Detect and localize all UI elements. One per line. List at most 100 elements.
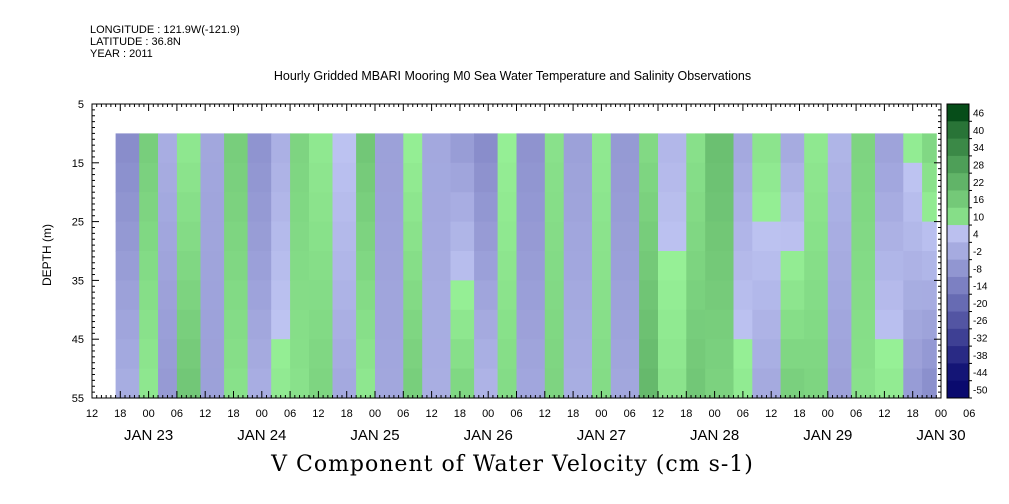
heatmap-cell [544,221,565,252]
heatmap-cell [450,133,475,164]
heatmap-cell [563,280,593,311]
heatmap-cell [733,251,753,281]
heatmap-cell [610,368,640,399]
heatmap-cell [733,309,753,340]
x-hour-label: 00 [822,408,834,420]
heatmap-cell [139,192,159,223]
heatmap-cell [450,280,475,311]
heatmap-cell [516,162,546,193]
heatmap-cell [200,251,225,281]
heatmap-cell [851,309,876,340]
heatmap-cell [544,368,565,399]
y-tick-label: 35 [72,275,84,287]
heatmap-cell [356,192,376,223]
x-hour-label: 18 [567,408,579,420]
x-axis-label: V Component of Water Velocity (cm s-1) [271,452,754,477]
heatmap-cell [922,280,937,311]
heatmap-cell [804,251,829,281]
heatmap-cell [780,221,805,252]
heatmap-cell [516,368,546,399]
heatmap-cell [497,309,518,340]
heatmap-cell [875,309,904,340]
heatmap-cell [139,368,159,399]
heatmap-cell [544,162,565,193]
heatmap-cell [639,339,659,370]
heatmap-cell [176,133,202,164]
heatmap-cell [658,368,687,399]
heatmap-cell [903,221,923,252]
heatmap-cell [851,133,876,164]
heatmap-cell [247,133,272,164]
heatmap-cell [403,280,423,311]
heatmap-cell [224,309,249,340]
x-hour-label: 06 [737,408,749,420]
heatmap-cell [875,221,904,252]
heatmap-cell [851,251,876,281]
heatmap-cell [375,339,404,370]
heatmap-cell [516,339,546,370]
colorbar-swatch [947,225,969,243]
heatmap-cell [827,368,852,399]
heatmap-cell [827,221,852,252]
heatmap-cell [176,251,202,281]
heatmap-cell [332,339,357,370]
heatmap-cell [290,133,310,164]
heatmap-cell [332,221,357,252]
y-tick-label: 5 [78,99,84,111]
heatmap-cell [474,368,499,399]
colorbar-label: -2 [973,247,982,258]
heatmap-cell [497,192,518,223]
colorbar-label: 40 [973,126,985,137]
heatmap-cell [271,339,291,370]
heatmap-cell [450,309,475,340]
heatmap-cell [752,280,782,311]
heatmap-cell [422,221,452,252]
x-hour-label: 18 [680,408,692,420]
heatmap-cell [903,162,923,193]
heatmap-cell [592,309,612,340]
heatmap-cell [332,368,357,399]
heatmap-cell [827,133,852,164]
colorbar-swatch [947,276,969,295]
heatmap-cell [733,192,753,223]
heatmap-cell [497,280,518,311]
heatmap-cell [309,192,334,223]
heatmap-cell [780,133,805,164]
heatmap-cell [139,251,159,281]
heatmap-cell [224,133,249,164]
heatmap-cell [686,280,706,311]
heatmap-cell [332,251,357,281]
y-axis: 5 15 25 35 45 55 [72,99,941,405]
colorbar-swatch [947,363,969,382]
heatmap-cell [497,339,518,370]
heatmap-cell [804,339,829,370]
heatmap-cell [610,133,640,164]
colorbar-label: 28 [973,161,985,172]
heatmap-cell [375,162,404,193]
heatmap-cell [474,280,499,311]
heatmap-cell [422,309,452,340]
heatmap-cell [356,162,376,193]
heatmap-cell [115,368,140,399]
heatmap-cell [705,368,735,399]
colorbar: 46 40 34 28 22 16 10 4 -2 -8 -14 -20 -26 -32 -38 -44 -50 [946,103,988,399]
heatmap-cell [610,162,640,193]
heatmap-cell [224,251,249,281]
heatmap-cell [639,162,659,193]
heatmap-cell [158,133,178,164]
colorbar-swatch [947,190,969,209]
heatmap-cell [922,339,937,370]
heatmap-cell [247,339,272,370]
heatmap-cell [658,221,687,252]
heatmap-cell [247,251,272,281]
heatmap-cell [875,368,904,399]
heatmap-cell [563,339,593,370]
heatmap-cell [780,192,805,223]
heatmap-cell [705,162,735,193]
colorbar-swatch [947,346,969,364]
heatmap-cell [804,133,829,164]
colorbar-label: -38 [973,351,988,362]
heatmap-cell [875,192,904,223]
heatmap-cell [705,251,735,281]
x-hour-label: 00 [595,408,607,420]
